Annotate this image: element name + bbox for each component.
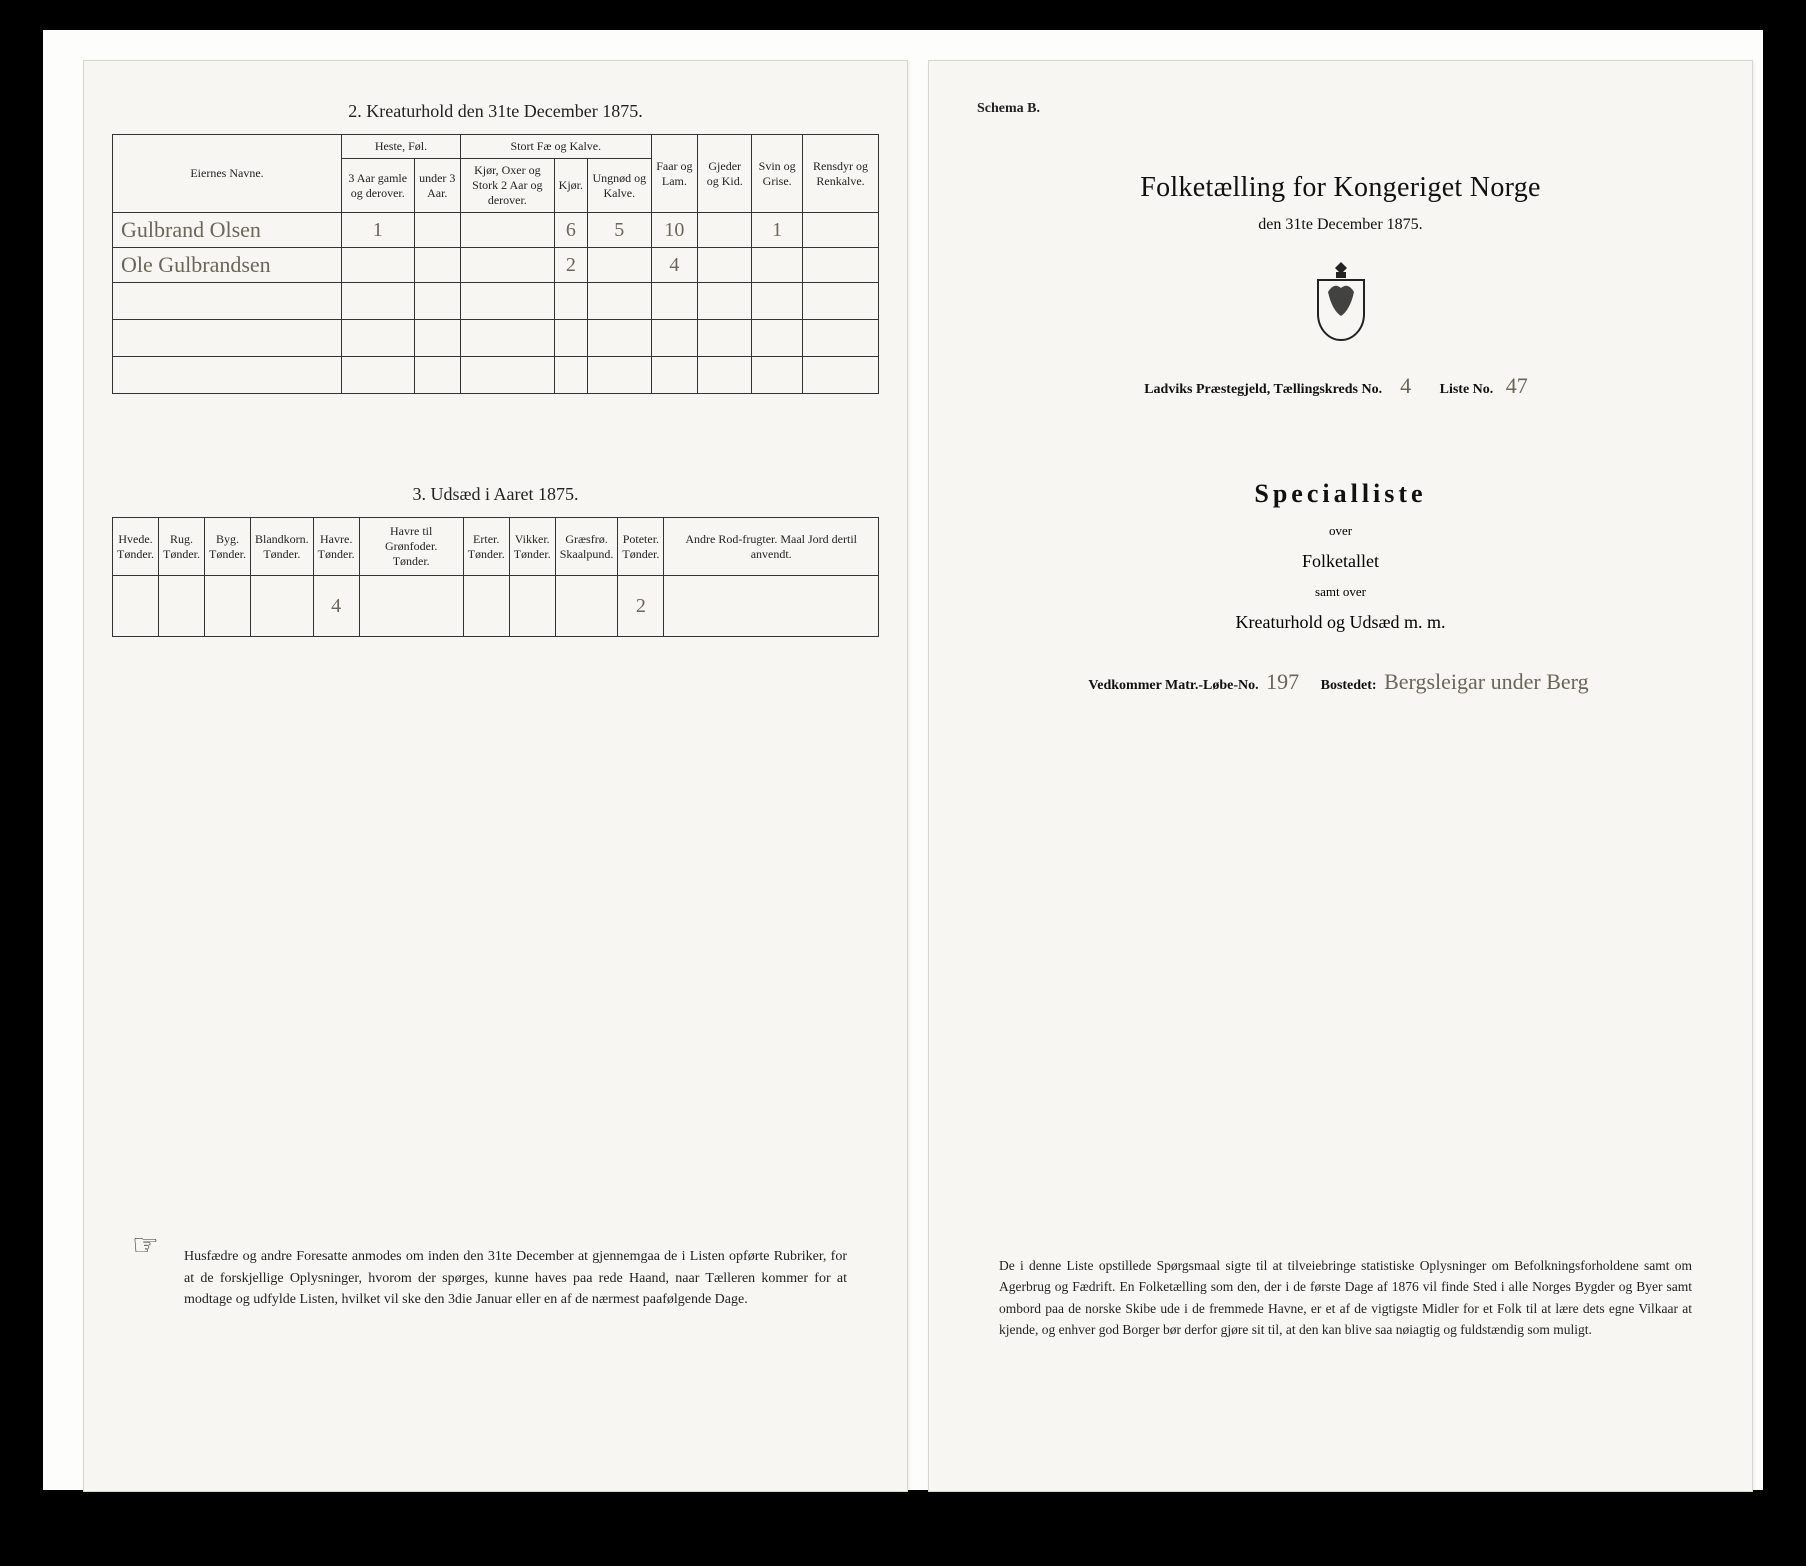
census-title: Folketælling for Kongeriget Norge [957,172,1724,204]
cell: 6 [554,213,587,248]
col-byg: Byg.Tønder. [205,518,251,576]
table-row [113,283,879,320]
owner-name: Gulbrand Olsen [113,213,342,248]
col-poteter: Poteter.Tønder. [618,518,664,576]
cell [414,248,460,283]
cell [803,213,879,248]
col-stort-b: Kjør. [554,159,587,213]
col-graes: Græsfrø.Skaalpund. [555,518,618,576]
liste-no: 47 [1497,373,1537,399]
col-gjeder: Gjeder og Kid. [698,135,752,213]
folketallet-heading: Folketallet [957,551,1724,572]
cell [752,248,803,283]
cell [460,213,554,248]
kreaturhold-table: Eiernes Navne. Heste, Føl. Stort Fæ og K… [112,134,879,394]
cell [113,576,159,637]
cell [509,576,555,637]
owner-name: Ole Gulbrandsen [113,248,342,283]
col-faar: Faar og Lam. [651,135,698,213]
col-hvede: Hvede.Tønder. [113,518,159,576]
bosted-label: Bostedet: [1321,678,1377,693]
col-eier: Eiernes Navne. [113,135,342,213]
section3-title: 3. Udsæd i Aaret 1875. [112,484,879,505]
census-date: den 31te December 1875. [957,216,1724,234]
cell [251,576,314,637]
grp-stort: Stort Fæ og Kalve. [460,135,651,159]
parish-line: Ladviks Præstegjeld, Tællingskreds No. 4… [957,373,1724,399]
cell: 5 [588,213,652,248]
col-heste-b: under 3 Aar. [414,159,460,213]
over-label: over [957,523,1724,539]
col-svin: Svin og Grise. [752,135,803,213]
col-havregf: Havre til Grønfoder.Tønder. [359,518,463,576]
cell [664,576,879,637]
section2-title: 2. Kreaturhold den 31te December 1875. [112,101,879,122]
cell [342,248,415,283]
kreaturhold-heading: Kreaturhold og Udsæd m. m. [957,612,1724,633]
pointing-hand-icon: ☞ [132,1228,159,1263]
matr-line: Vedkommer Matr.-Løbe-No. 197 Bostedet: B… [957,669,1724,695]
cell: 2 [554,248,587,283]
cell [159,576,205,637]
col-rodfrugt: Andre Rod-frugter. Maal Jord dertil anve… [664,518,879,576]
cell [588,248,652,283]
cell [698,213,752,248]
udsad-table: Hvede.Tønder. Rug.Tønder. Byg.Tønder. Bl… [112,517,879,637]
grp-heste: Heste, Føl. [342,135,461,159]
explanatory-paragraph: De i denne Liste opstillede Spørgsmaal s… [999,1255,1692,1341]
cell: 4 [313,576,359,637]
cell: 4 [651,248,698,283]
col-erter: Erter.Tønder. [463,518,509,576]
col-stort-c: Ungnød og Kalve. [588,159,652,213]
cell [414,213,460,248]
kreds-no: 4 [1386,373,1426,399]
col-heste-a: 3 Aar gamle og derover. [342,159,415,213]
cell [698,248,752,283]
matr-no: 197 [1262,669,1303,694]
table-row: Ole Gulbrandsen 2 4 [113,248,879,283]
specialliste-heading: Specialliste [957,479,1724,509]
liste-label: Liste No. [1440,382,1494,397]
instruction-footnote: Husfædre og andre Foresatte anmodes om i… [184,1246,847,1311]
col-stort-a: Kjør, Oxer og Stork 2 Aar og derover. [460,159,554,213]
parish-label: Ladviks Præstegjeld, Tællingskreds No. [1144,382,1382,397]
cell [463,576,509,637]
col-ren: Rensdyr og Renkalve. [803,135,879,213]
cell [460,248,554,283]
schema-label: Schema B. [977,101,1724,117]
cell [803,248,879,283]
cell [205,576,251,637]
cell: 10 [651,213,698,248]
table-row: Gulbrand Olsen 1 6 5 10 1 [113,213,879,248]
cell: 1 [752,213,803,248]
col-vikker: Vikker.Tønder. [509,518,555,576]
cell [359,576,463,637]
table-row: 4 2 [113,576,879,637]
bosted-value: Bergsleigar under Berg [1380,669,1592,694]
cell: 1 [342,213,415,248]
samt-label: samt over [957,584,1724,600]
cell: 2 [618,576,664,637]
coat-of-arms-icon [957,260,1724,355]
cell [555,576,618,637]
right-page: Schema B. Folketælling for Kongeriget No… [928,60,1753,1492]
left-page: 2. Kreaturhold den 31te December 1875. E… [83,60,908,1492]
table-row [113,357,879,394]
scan-spread: 2. Kreaturhold den 31te December 1875. E… [43,30,1763,1490]
col-havre: Havre.Tønder. [313,518,359,576]
col-rug: Rug.Tønder. [159,518,205,576]
table-row [113,320,879,357]
matr-label: Vedkommer Matr.-Løbe-No. [1088,678,1258,693]
col-bland: Blandkorn.Tønder. [251,518,314,576]
